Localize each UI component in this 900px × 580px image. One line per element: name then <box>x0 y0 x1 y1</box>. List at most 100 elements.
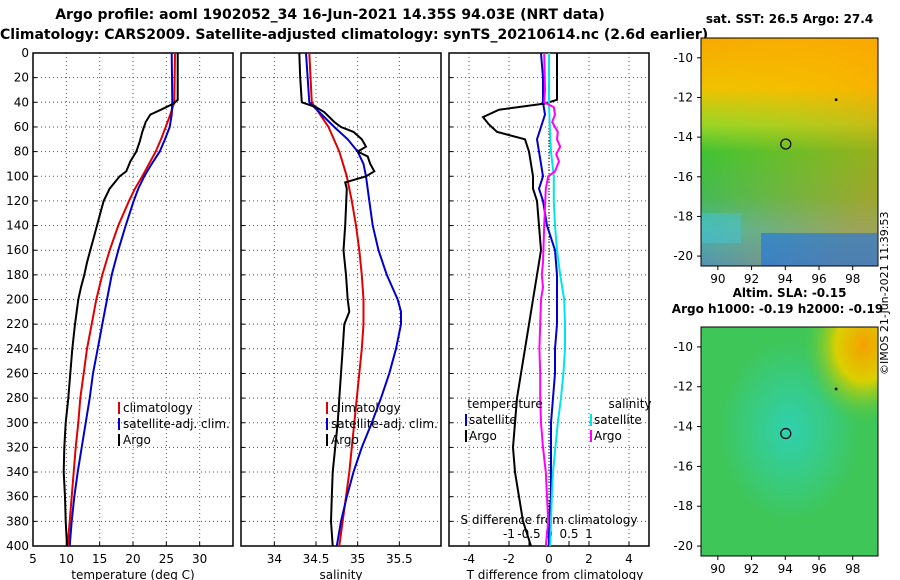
x-tick-label: 34.5 <box>303 552 330 566</box>
legend-label: satellite <box>469 413 517 427</box>
y-tick-label: -14 <box>673 420 693 434</box>
map-frame <box>700 37 879 267</box>
series-line <box>305 52 402 547</box>
x-tick-label: 2 <box>585 552 593 566</box>
y-tick-label: -20 <box>673 539 693 553</box>
x-tick-label: 92 <box>744 562 759 576</box>
y-tick-label: 360 <box>6 490 29 504</box>
y-tick-label: -16 <box>673 170 693 184</box>
legend-label: Argo <box>469 429 497 443</box>
land-dot <box>834 387 838 391</box>
series-line <box>538 52 562 547</box>
x-tick-label: 98 <box>845 562 860 576</box>
plot-layer: 5 10 15 20 25 3002040608010012014016018020022… <box>6 12 883 580</box>
y-tick-label: -14 <box>673 130 693 144</box>
y-tick-label: 80 <box>14 145 29 159</box>
y-tick-label: -10 <box>673 51 693 65</box>
y-tick-label: 380 <box>6 514 29 528</box>
x2-tick-label: 1 <box>585 527 593 541</box>
x-tick-label: 0 <box>545 552 553 566</box>
y-tick-label: 0 <box>21 46 29 60</box>
series-line <box>298 52 376 547</box>
y-tick-label: 320 <box>6 440 29 454</box>
legend-title: temperature <box>467 397 542 411</box>
series-line <box>62 53 179 547</box>
y-tick-label: 20 <box>14 71 29 85</box>
sst-field-shading <box>701 38 878 266</box>
legend-title: salinity <box>608 397 651 411</box>
series-line <box>308 52 365 547</box>
map-subtitle: Argo h1000: -0.19 h2000: -0.19 <box>672 302 883 316</box>
series-line <box>66 52 176 547</box>
x-tick-label: 90 <box>710 272 725 286</box>
y-tick-label: 140 <box>6 219 29 233</box>
x2-tick-label: 0.5 <box>559 527 578 541</box>
chart-title-line2: Climatology: CARS2009. Satellite-adjuste… <box>0 27 709 43</box>
legend-label: satellite-adj. clim. <box>331 417 438 431</box>
series-line <box>535 52 558 546</box>
y-tick-label: 120 <box>6 194 29 208</box>
map-title: Altim. SLA: -0.15 <box>733 286 847 300</box>
x-tick-label: 20 <box>125 552 140 566</box>
x-tick-label: 96 <box>811 272 826 286</box>
y-tick-label: -12 <box>673 380 693 394</box>
legend-label: satellite-adj. clim. <box>123 417 230 431</box>
x-tick-label: 34 <box>267 552 282 566</box>
sst-cold-patch <box>761 233 877 266</box>
y-tick-label: 240 <box>6 342 29 356</box>
map-title: sat. SST: 26.5 Argo: 27.4 <box>706 12 873 26</box>
y-tick-label: -10 <box>673 340 693 354</box>
y-tick-label: 160 <box>6 243 29 257</box>
legend-label: Argo <box>331 433 359 447</box>
y-tick-label: -20 <box>673 249 693 263</box>
chart-title-line1: Argo profile: aoml 1902052_34 16-Jun-202… <box>55 7 605 23</box>
x-tick-label: 10 <box>59 552 74 566</box>
y-tick-label: 60 <box>14 120 29 134</box>
legend-label: climatology <box>123 401 193 415</box>
legend-label: satellite <box>594 413 642 427</box>
legend-label: Argo <box>594 429 622 443</box>
legend-label: climatology <box>331 401 401 415</box>
x-axis-label: T difference from climatology <box>466 568 644 580</box>
x-tick-label: 35.5 <box>386 552 413 566</box>
plot-frame <box>240 52 442 547</box>
y-tick-label: -18 <box>673 499 693 513</box>
y-tick-label: 260 <box>6 366 29 380</box>
argo-position-marker <box>780 138 792 150</box>
x2-tick-label: -0.5 <box>517 527 540 541</box>
x-tick-label: 25 <box>159 552 174 566</box>
y-tick-label: -18 <box>673 209 693 223</box>
x2-tick-label: -1 <box>503 527 515 541</box>
x-tick-label: 96 <box>811 562 826 576</box>
x-tick-label: 5 <box>29 552 37 566</box>
credit-text: ©IMOS 21-Jun-2021 11:39:53 <box>878 211 891 375</box>
series-line <box>548 53 566 547</box>
y-tick-label: -12 <box>673 90 693 104</box>
y-tick-label: 40 <box>14 95 29 109</box>
x-tick-label: -2 <box>503 552 515 566</box>
plot-frame <box>32 52 234 547</box>
y-tick-label: 340 <box>6 465 29 479</box>
x-tick-label: 98 <box>845 272 860 286</box>
x-tick-label: 90 <box>710 562 725 576</box>
sla-high-patch <box>701 327 878 556</box>
x-tick-label: 94 <box>778 562 793 576</box>
series-line <box>68 52 174 547</box>
x-axis-label: temperature (deg C) <box>71 568 194 580</box>
x-tick-label: 30 <box>192 552 207 566</box>
y-tick-label: 220 <box>6 317 29 331</box>
y-tick-label: 300 <box>6 416 29 430</box>
y-tick-label: 200 <box>6 293 29 307</box>
argo-position-marker <box>780 427 792 440</box>
y-tick-label: 100 <box>6 169 29 183</box>
map-frame <box>700 326 879 557</box>
series-line <box>481 53 558 547</box>
land-dot <box>834 98 838 101</box>
x-tick-label: 15 <box>92 552 107 566</box>
x-tick-label: 92 <box>744 272 759 286</box>
x-axis-label: salinity <box>319 568 362 580</box>
x-tick-label: 35 <box>350 552 365 566</box>
y-tick-label: 280 <box>6 391 29 405</box>
legend-label: Argo <box>123 433 151 447</box>
